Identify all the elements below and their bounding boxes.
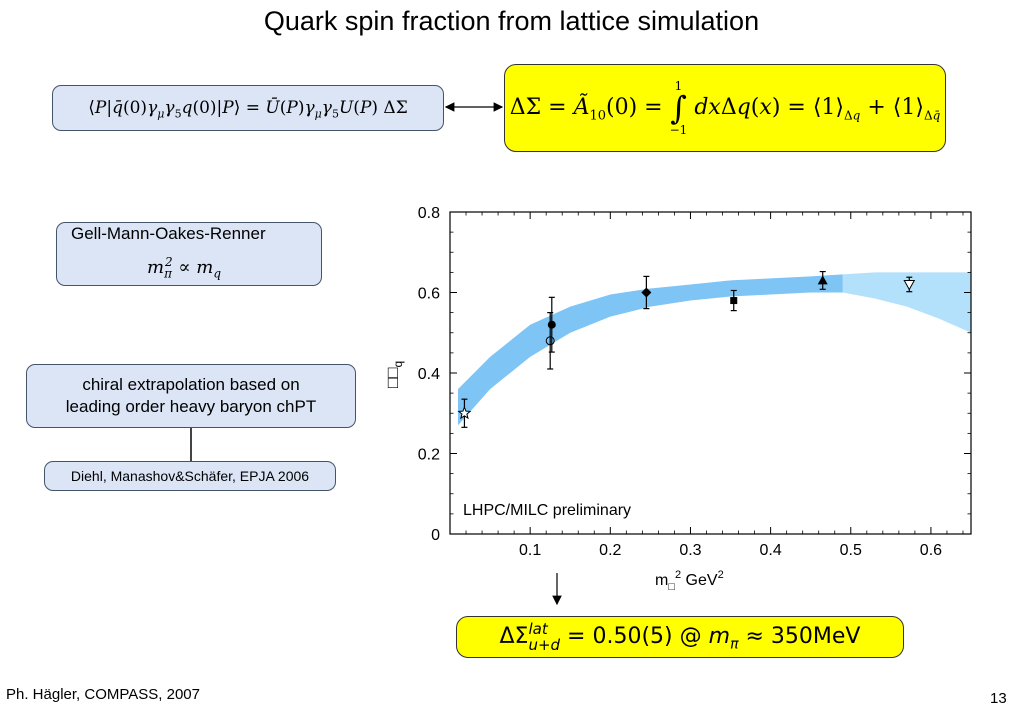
connector-line [190, 428, 192, 462]
page-number: 13 [990, 690, 1007, 707]
x-tick-label: 0.4 [759, 542, 781, 559]
extrapolated-band [842, 272, 971, 333]
x-tick-label: 0.1 [519, 542, 541, 559]
x-tick-label: 0.5 [840, 542, 862, 559]
footer-author: Ph. Hägler, COMPASS, 2007 [6, 686, 200, 703]
y-tick-label: 0.8 [418, 205, 440, 222]
chiral-line-1: chiral extrapolation based on [82, 375, 300, 394]
data-point-filled-circle [547, 320, 556, 329]
y-tick-label: 0.6 [418, 286, 440, 303]
slide-title: Quark spin fraction from lattice simulat… [263, 6, 760, 36]
gmor-formula: mπ2 ∝ mq [147, 255, 221, 281]
data-point-triangle [817, 275, 828, 285]
y-tick-label: 0 [431, 527, 440, 544]
x-axis-label: m□2 GeV2 [655, 569, 724, 593]
x-tick-label: 0.2 [599, 542, 621, 559]
gmor-label: Gell-Mann-Oakes-Renner [71, 224, 266, 243]
y-axis-label: □□q [383, 361, 405, 388]
y-tick-label: 0.2 [418, 447, 440, 464]
result-formula: ΔΣ lat u+d = 0.50(5) @ mπ ≈ 350MeV [499, 620, 861, 654]
delta-sigma-definition-box: ΔΣ = Ã10(0) = 1 ∫ −1 dxΔq(x) = ⟨1⟩Δq + ⟨1⟩… [504, 64, 946, 152]
gmor-box: Gell-Mann-Oakes-Renner mπ2 ∝ mq [56, 222, 322, 286]
reference-text: Diehl, Manashov&Schäfer, EPJA 2006 [70, 468, 310, 484]
data-point-diamond [641, 287, 652, 298]
x-tick-label: 0.3 [679, 542, 701, 559]
x-tick-label: 0.6 [920, 542, 942, 559]
data-point-triangle-down [903, 279, 916, 291]
chiral-extrapolation-box: chiral extrapolation based on leading or… [26, 364, 356, 428]
plot-frame [449, 211, 972, 535]
fit-band [458, 274, 843, 426]
reference-box: Diehl, Manashov&Schäfer, EPJA 2006 [44, 461, 336, 491]
chiral-line-2: leading order heavy baryon chPT [65, 397, 317, 416]
data-point-square [730, 297, 738, 305]
delta-sigma-definition-formula: ΔΣ = Ã10(0) = 1 ∫ −1 dxΔq(x) = ⟨1⟩Δq + ⟨1⟩… [509, 79, 941, 137]
data-point-open-circle [545, 336, 555, 346]
chart-annotation: LHPC/MILC preliminary [463, 502, 631, 519]
matrix-element-formula-box: ⟨P|q̄(0)γμγ5q(0)|P⟩ = Ū(P)γμγ5U(P) ΔΣ [52, 85, 444, 131]
result-box: ΔΣ lat u+d = 0.50(5) @ mπ ≈ 350MeV [456, 616, 904, 658]
data-point-star [457, 405, 472, 420]
matrix-element-formula: ⟨P|q̄(0)γμγ5q(0)|P⟩ = Ū(P)γμγ5U(P) ΔΣ [88, 98, 408, 121]
y-tick-label: 0.4 [418, 366, 440, 383]
